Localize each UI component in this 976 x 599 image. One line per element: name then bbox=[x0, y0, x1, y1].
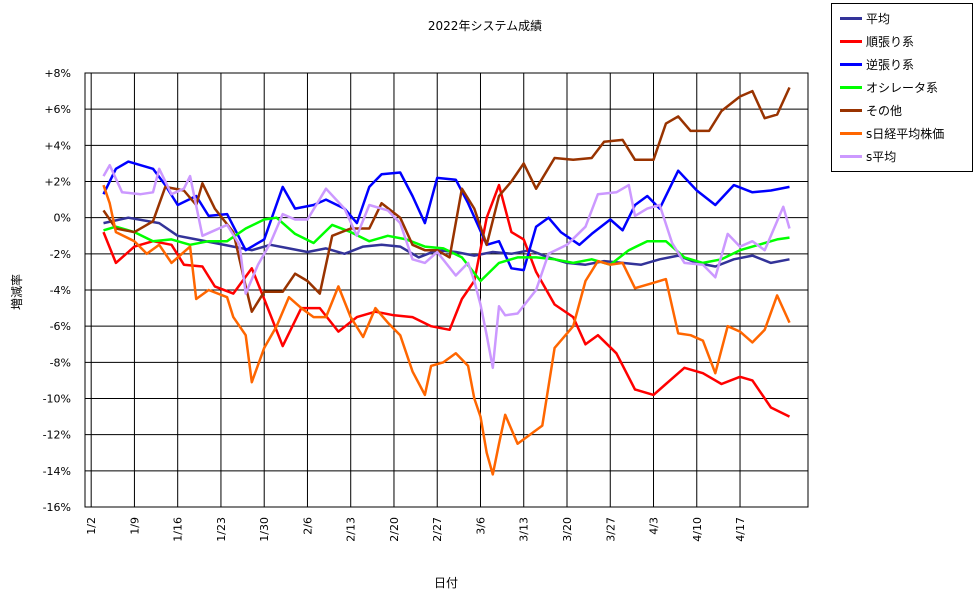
x-tick-label: 4/10 bbox=[691, 517, 704, 542]
x-tick-label: 2/6 bbox=[301, 517, 314, 535]
legend-label: 逆張り系 bbox=[866, 57, 915, 72]
series-line bbox=[102, 183, 791, 418]
series-lines bbox=[102, 86, 791, 476]
series-line bbox=[102, 184, 791, 476]
legend-label: s平均 bbox=[866, 149, 897, 164]
legend-label: s日経平均株価 bbox=[866, 126, 945, 141]
x-tick-label: 1/9 bbox=[128, 517, 141, 535]
x-tick-label: 1/23 bbox=[215, 517, 228, 542]
y-axis-label: 増減率 bbox=[9, 274, 24, 310]
series-line bbox=[103, 216, 790, 268]
legend-swatch bbox=[840, 131, 862, 135]
legend: 平均順張り系逆張り系オシレータ系 その他 s日経平均株価 s平均 bbox=[831, 3, 973, 172]
y-tick-label: +2% bbox=[44, 176, 71, 189]
grid-lines bbox=[85, 72, 808, 508]
x-axis-label: 日付 bbox=[434, 576, 458, 590]
legend-label: その他 bbox=[866, 103, 903, 118]
x-tick-label: 3/20 bbox=[561, 517, 574, 542]
y-tick-label: -2% bbox=[50, 248, 71, 261]
x-tick-label: 1/2 bbox=[85, 517, 98, 535]
series-line bbox=[102, 163, 791, 370]
legend-item: オシレータ系 bbox=[840, 77, 938, 97]
y-tick-label: -6% bbox=[50, 320, 71, 333]
legend-item: 平均 bbox=[840, 8, 890, 28]
x-tick-label: 3/13 bbox=[518, 517, 531, 542]
x-tick-label: 2/27 bbox=[431, 517, 444, 542]
legend-swatch bbox=[840, 62, 862, 66]
legend-item: その他 bbox=[840, 100, 902, 120]
x-axis-ticks: 1/2 1/9 1/16 1/23 1/30 2/6 2/13 2/20 2/27 3/6 3/13… bbox=[85, 517, 747, 542]
y-tick-label: +4% bbox=[44, 139, 71, 152]
y-tick-label: +8% bbox=[44, 67, 71, 80]
legend-item: 逆張り系 bbox=[840, 54, 914, 74]
y-tick-label: 0% bbox=[54, 212, 71, 225]
chart-title: 2022年システム成績 bbox=[428, 19, 542, 33]
y-tick-label: -10% bbox=[43, 393, 71, 406]
legend-label: オシレータ系 bbox=[866, 80, 939, 95]
legend-label: 平均 bbox=[866, 11, 891, 26]
plot-area-border bbox=[84, 72, 809, 508]
legend-swatch bbox=[840, 108, 862, 112]
y-tick-label: -4% bbox=[50, 284, 71, 297]
x-tick-label: 1/16 bbox=[172, 517, 185, 542]
y-tick-label: -8% bbox=[50, 356, 71, 369]
y-axis-ticks: +8% +6% +4% +2% 0% -2% -4% -6% -8% -10% -12% -14% -1… bbox=[43, 67, 71, 514]
series-line bbox=[102, 160, 790, 272]
x-tick-label: 1/30 bbox=[258, 517, 271, 542]
y-tick-label: -12% bbox=[43, 429, 71, 442]
legend-swatch bbox=[840, 85, 862, 89]
legend-swatch bbox=[840, 16, 862, 20]
legend-swatch bbox=[840, 39, 862, 43]
x-tick-label: 2/20 bbox=[388, 517, 401, 542]
legend-item: s平均 bbox=[840, 146, 896, 166]
legend-item: s日経平均株価 bbox=[840, 123, 944, 143]
legend-label: 順張り系 bbox=[866, 34, 915, 49]
y-tick-label: -16% bbox=[43, 501, 71, 514]
x-tick-label: 3/6 bbox=[474, 517, 487, 535]
series-line bbox=[102, 86, 791, 313]
x-tick-label: 2/13 bbox=[345, 517, 358, 542]
y-tick-label: -14% bbox=[43, 465, 71, 478]
legend-item: 順張り系 bbox=[840, 31, 914, 51]
x-tick-label: 4/3 bbox=[648, 517, 661, 535]
x-tick-label: 3/27 bbox=[604, 517, 617, 542]
x-tick-label: 4/17 bbox=[734, 517, 747, 542]
legend-swatch bbox=[840, 154, 862, 158]
y-tick-label: +6% bbox=[44, 103, 71, 116]
